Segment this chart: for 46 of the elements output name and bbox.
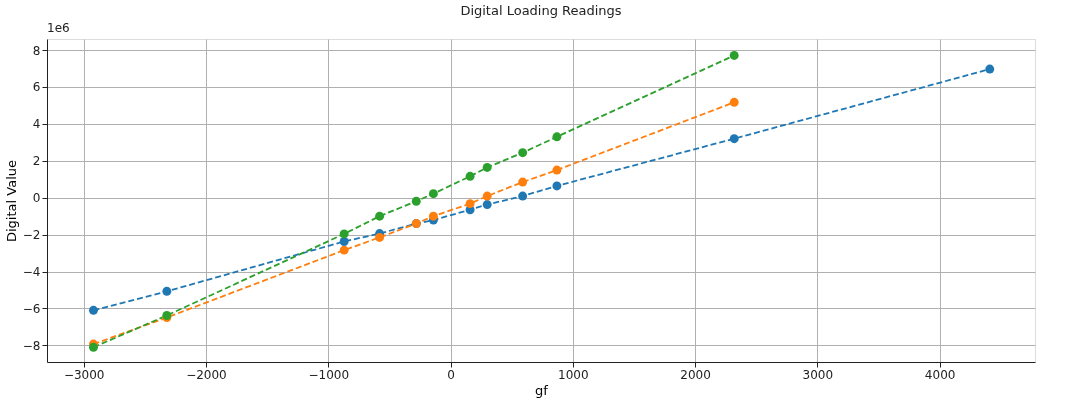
y-tick-label: −2: [22, 228, 41, 243]
point: [482, 191, 492, 201]
point: [375, 232, 385, 242]
x-tick-label: 4000: [924, 367, 956, 382]
x-tick-label: 0: [447, 367, 455, 382]
point: [465, 171, 475, 181]
x-tick-label: −2000: [186, 367, 227, 382]
point: [411, 196, 421, 206]
point: [339, 237, 349, 246]
point: [518, 148, 528, 158]
point: [729, 97, 739, 107]
y-tick-label: 8: [32, 43, 41, 58]
point: [428, 189, 438, 199]
x-tick-label: −1000: [308, 367, 350, 382]
point: [552, 181, 562, 191]
y-tick-label: 2: [32, 154, 41, 169]
y-tick-label: 4: [32, 117, 41, 132]
point: [465, 199, 475, 209]
y-axis-title: Digital Value: [3, 160, 19, 242]
point: [375, 211, 385, 221]
point: [985, 64, 995, 74]
x-tick-label: 3000: [802, 367, 834, 382]
y-tick-label: 0: [32, 191, 41, 206]
point: [518, 191, 528, 201]
point: [339, 245, 349, 255]
point: [428, 211, 438, 221]
y-tick-label: −8: [22, 338, 41, 353]
x-tick-label: −3000: [63, 367, 105, 382]
point: [482, 200, 492, 210]
chart-title: Digital Loading Readings: [460, 3, 622, 18]
text: 1e6: [47, 21, 70, 35]
point: [729, 50, 739, 60]
point: [552, 165, 562, 175]
y-tick-label: 6: [32, 80, 41, 95]
point: [552, 132, 562, 142]
point: [88, 305, 98, 315]
x-tick-label: 1000: [558, 367, 589, 382]
point: [339, 229, 349, 239]
y-tick-label: −6: [22, 301, 41, 316]
point: [729, 134, 739, 144]
point: [518, 177, 528, 187]
point: [482, 163, 492, 172]
x-tick-label: 2000: [680, 367, 711, 382]
x-axis-title: gf: [535, 382, 549, 398]
y-tick-label: −4: [22, 265, 41, 280]
point: [162, 286, 172, 296]
